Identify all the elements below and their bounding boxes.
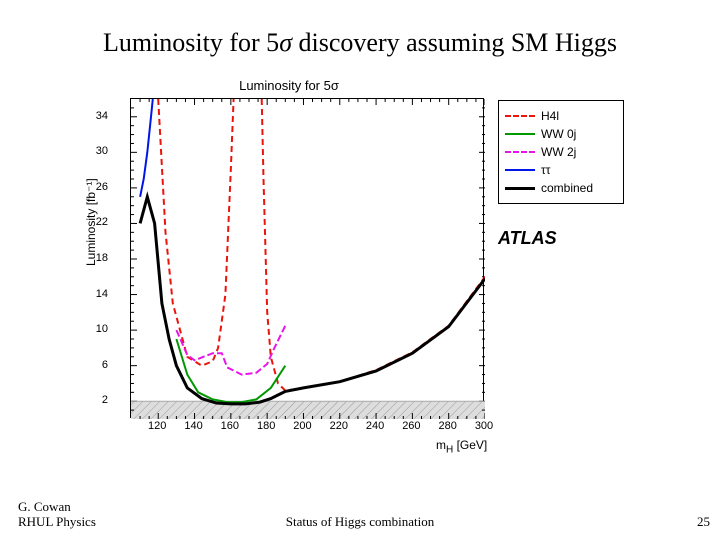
y-tick-label: 26 <box>88 181 108 193</box>
chart-title: Luminosity for 5σ <box>94 78 484 93</box>
legend-item: H4l <box>505 107 617 125</box>
legend-swatch <box>505 187 535 190</box>
title-text-b: discovery assuming SM Higgs <box>292 28 617 57</box>
slide: Luminosity for 5σ discovery assuming SM … <box>0 0 720 540</box>
y-tick-label: 6 <box>88 359 108 371</box>
legend: H4l WW 0j WW 2j ττ combined <box>498 100 624 204</box>
legend-swatch <box>505 169 535 171</box>
legend-swatch <box>505 133 535 135</box>
y-tick-label: 34 <box>88 110 108 122</box>
x-tick-label: 200 <box>288 420 316 432</box>
x-tick-label: 180 <box>252 420 280 432</box>
x-tick-label: 260 <box>397 420 425 432</box>
legend-swatch <box>505 115 535 117</box>
slide-title: Luminosity for 5σ discovery assuming SM … <box>0 28 720 58</box>
legend-label: combined <box>541 181 593 195</box>
atlas-label: ATLAS <box>498 228 557 249</box>
chart: Luminosity for 5σ Luminosity [fb⁻¹] 2610… <box>94 82 642 462</box>
x-tick-label: 240 <box>361 420 389 432</box>
y-tick-label: 22 <box>88 216 108 228</box>
legend-label: WW 0j <box>541 127 576 141</box>
page-number: 25 <box>697 514 710 530</box>
x-label-mh: mH [GeV] <box>436 438 487 452</box>
x-tick-label: 160 <box>216 420 244 432</box>
legend-item: combined <box>505 179 617 197</box>
legend-item: ττ <box>505 161 617 179</box>
x-tick-label: 300 <box>470 420 498 432</box>
plot-box <box>130 98 484 418</box>
y-tick-label: 10 <box>88 323 108 335</box>
y-tick-label: 18 <box>88 252 108 264</box>
x-tick-label: 280 <box>434 420 462 432</box>
sigma-symbol: σ <box>279 28 292 57</box>
x-axis-label: mH [GeV] <box>436 438 487 455</box>
y-tick-label: 30 <box>88 145 108 157</box>
x-tick-label: 220 <box>325 420 353 432</box>
footer-center: Status of Higgs combination <box>0 514 720 530</box>
legend-item: WW 2j <box>505 143 617 161</box>
plot-svg <box>131 99 485 419</box>
legend-label: WW 2j <box>541 145 576 159</box>
y-tick-label: 2 <box>88 394 108 406</box>
title-text-a: Luminosity for 5 <box>103 28 279 57</box>
x-tick-label: 120 <box>143 420 171 432</box>
author-line1: G. Cowan <box>18 500 96 515</box>
x-tick-label: 140 <box>180 420 208 432</box>
y-tick-label: 14 <box>88 288 108 300</box>
legend-swatch <box>505 151 535 153</box>
legend-label: ττ <box>541 163 550 177</box>
legend-item: WW 0j <box>505 125 617 143</box>
legend-label: H4l <box>541 109 559 123</box>
